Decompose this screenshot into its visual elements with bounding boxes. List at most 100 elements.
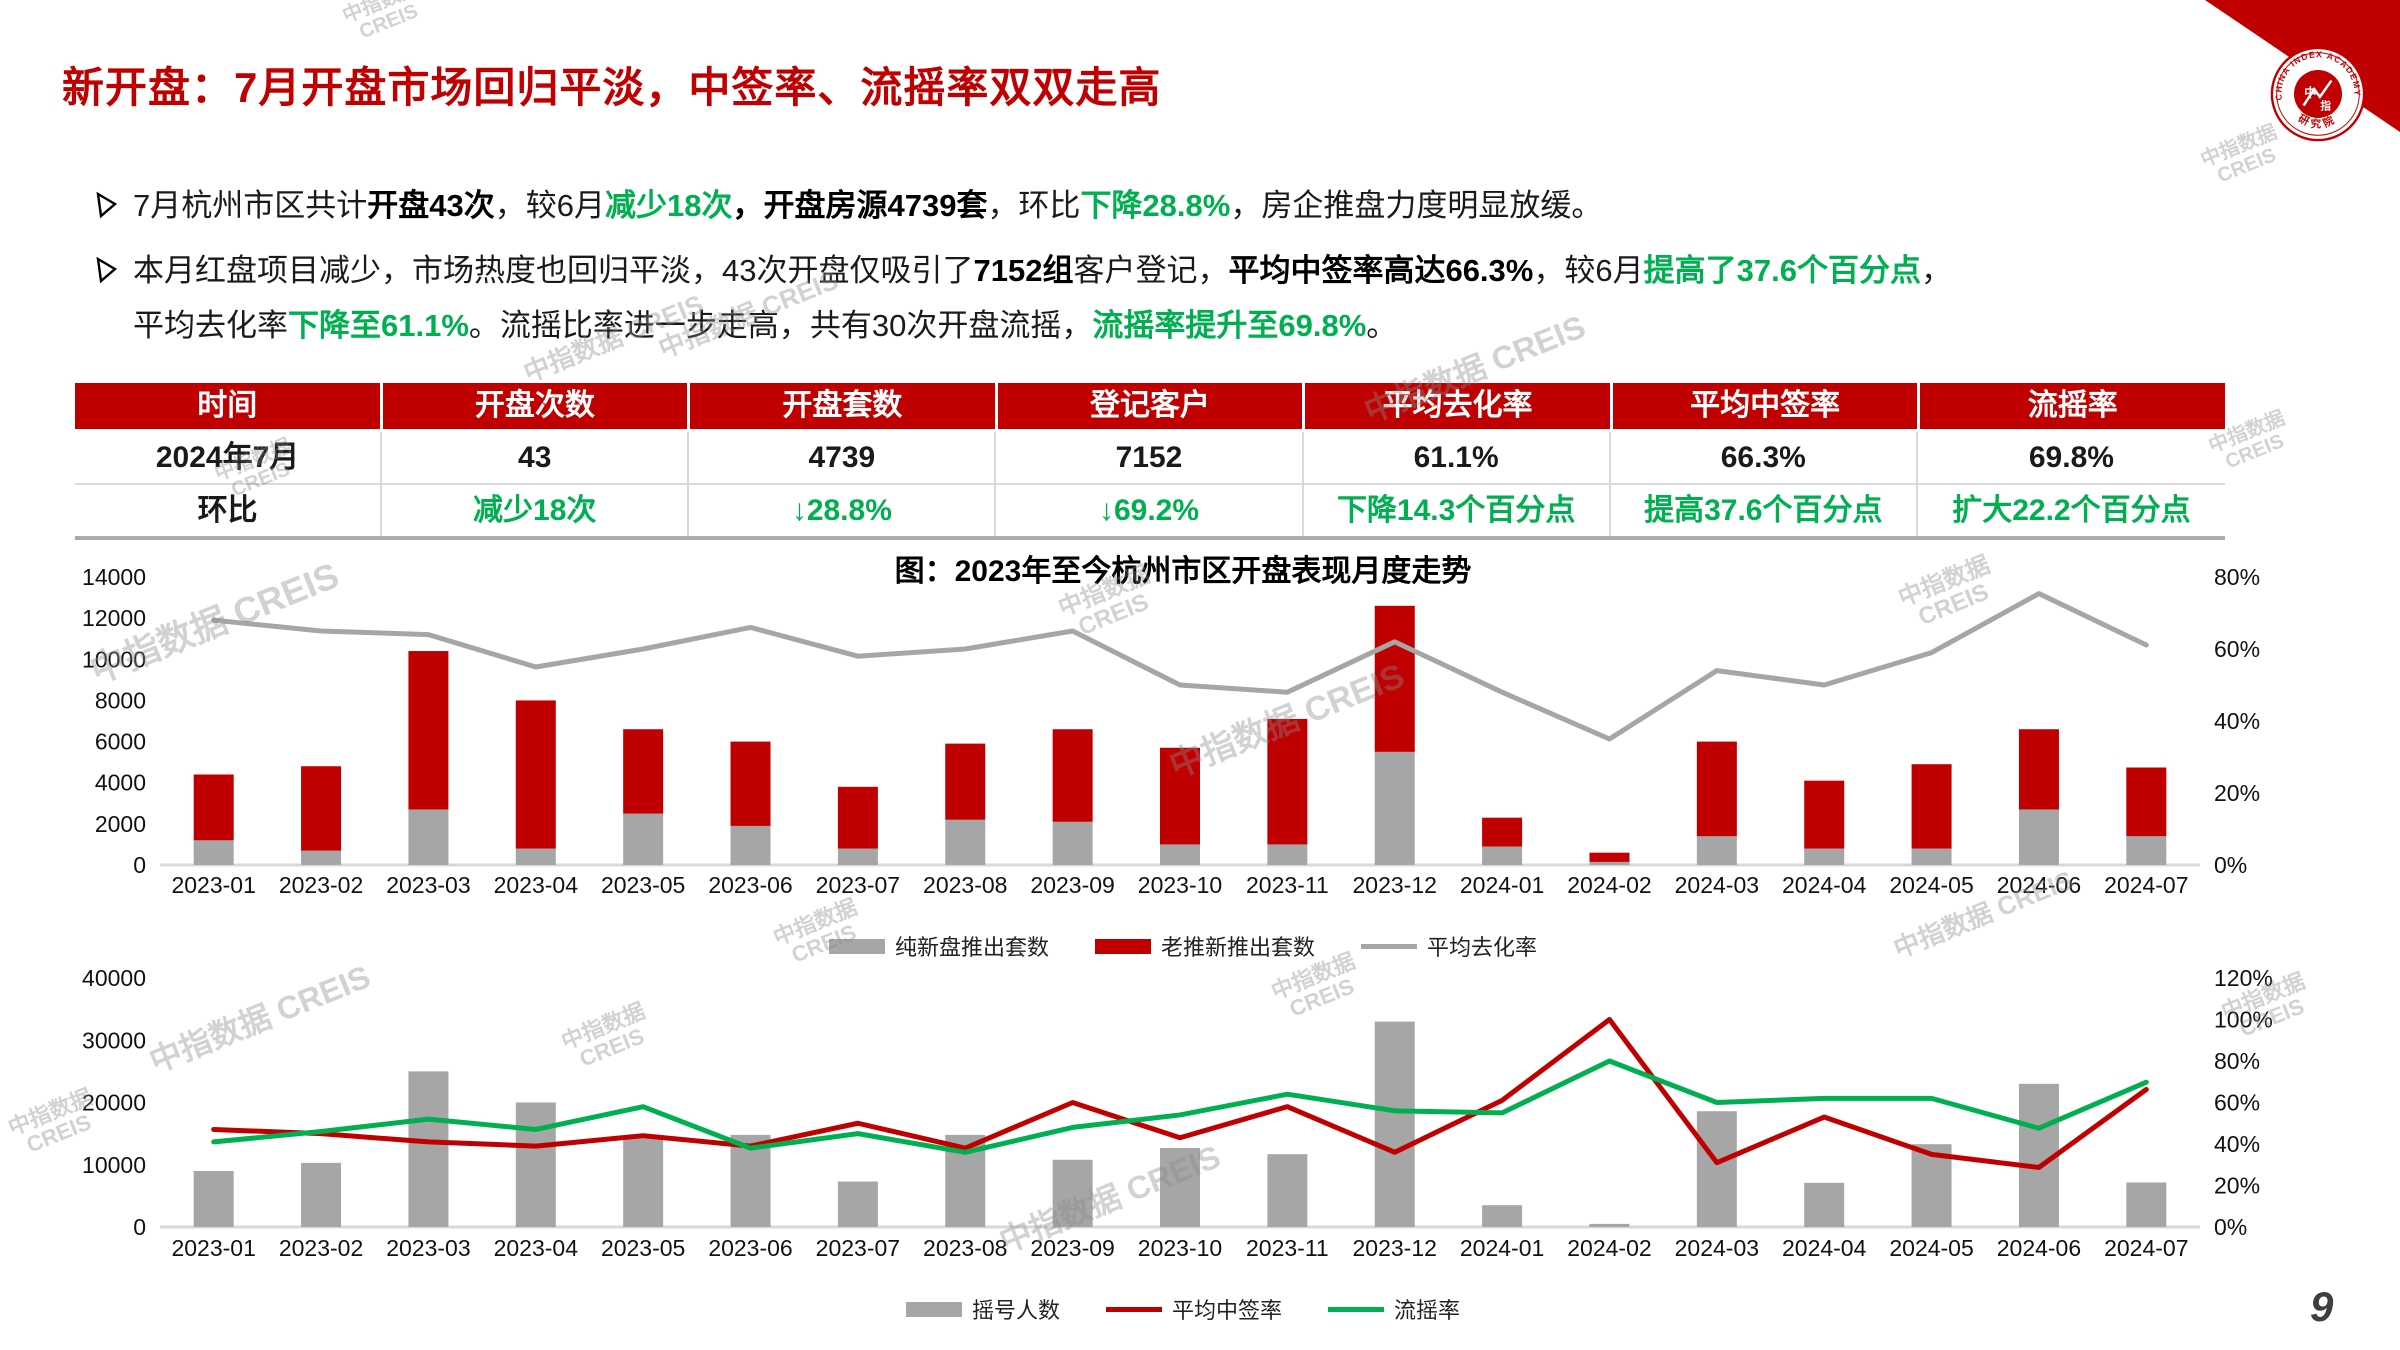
text-segment-bold: 平均中签率高达66.3% — [1228, 253, 1534, 288]
x-axis-label: 2023-05 — [601, 872, 685, 898]
text-segment: 。 — [1366, 308, 1398, 343]
bar-老推新推出套数-2024-05 — [1911, 764, 1952, 849]
line-平均中签率 — [211, 1017, 2149, 1170]
bullet-item: 本月红盘项目减少，市场热度也回归平淡，43次开盘仅吸引了7152组客户登记，平均… — [95, 243, 2285, 353]
bar-摇号人数-2023-12 — [1374, 1021, 1415, 1227]
bullet-arrow-icon — [95, 178, 121, 224]
text-segment: ，较6月 — [494, 188, 605, 223]
legend-swatch-line — [1361, 943, 1417, 949]
x-axis-label: 2023-02 — [279, 872, 363, 898]
bullet-text: 7月杭州市区共计开盘43次，较6月减少18次，开盘房源4739套，环比下降28.… — [133, 178, 1602, 233]
x-axis-label: 2023-05 — [601, 1235, 685, 1261]
bullet-text: 本月红盘项目减少，市场热度也回归平淡，43次开盘仅吸引了7152组客户登记，平均… — [133, 243, 1952, 353]
bar-纯新盘推出套数-2023-10 — [1160, 844, 1200, 865]
bar-老推新推出套数-2023-09 — [1052, 729, 1093, 822]
bar-老推新推出套数-2023-04 — [515, 700, 556, 849]
x-axis-label: 2023-10 — [1138, 1235, 1222, 1261]
legend-item: 摇号人数 — [905, 1293, 1060, 1325]
legend-item: 流摇率 — [1328, 1293, 1460, 1325]
y2-axis-tick-label: 80% — [2214, 1048, 2260, 1074]
y-axis-tick-label: 6000 — [95, 729, 146, 755]
y-axis-tick-label: 40000 — [82, 965, 146, 991]
x-axis-label: 2023-01 — [171, 872, 255, 898]
bar-老推新推出套数-2023-11 — [1267, 718, 1308, 845]
y2-axis-tick-label: 40% — [2214, 1131, 2260, 1157]
x-axis-label: 2024-03 — [1675, 872, 1759, 898]
chart-title: 图：2023年至今杭州市区开盘表现月度走势 — [894, 555, 1472, 588]
bar-老推新推出套数-2023-03 — [408, 651, 449, 810]
bar-纯新盘推出套数-2023-03 — [408, 809, 449, 865]
openings-trend-chart: 0 2000 4000 6000 8000 10000 12000 14000 0% 20% 40%… — [82, 564, 2260, 898]
page-number: 9 — [2310, 1283, 2334, 1330]
bar-纯新盘推出套数-2023-11 — [1267, 844, 1308, 865]
x-axis-label: 2024-01 — [1460, 872, 1544, 898]
page-title: 新开盘：7月开盘市场回归平淡，中签率、流摇率双双走高 — [62, 64, 1162, 112]
bar-老推新推出套数-2023-02 — [301, 766, 342, 851]
legend-label: 老推新推出套数 — [1160, 935, 1315, 960]
seal-inner-ring — [2276, 52, 2360, 136]
text-segment-green: 减少18次 — [604, 188, 733, 223]
bar-摇号人数-2024-04 — [1804, 1182, 1845, 1227]
bar-老推新推出套数-2024-06 — [2018, 729, 2059, 810]
bar-老推新推出套数-2023-12 — [1374, 605, 1415, 752]
legend-label: 平均中签率 — [1171, 1298, 1282, 1323]
y-axis-tick-label: 0 — [133, 852, 146, 878]
x-axis-label: 2024-01 — [1460, 1235, 1544, 1261]
x-axis-label: 2024-03 — [1675, 1235, 1759, 1261]
text-segment: ，房企推盘力度明显放缓。 — [1230, 188, 1603, 223]
legend-label: 流摇率 — [1394, 1298, 1461, 1323]
text-segment-bold: ， — [732, 188, 764, 223]
line-流摇率 — [211, 1058, 2149, 1155]
x-axis-label: 2023-03 — [386, 1235, 470, 1261]
y2-axis-tick-label: 20% — [2214, 780, 2260, 806]
y2-axis-tick-label: 0% — [2214, 1214, 2247, 1240]
table-cell: 66.3% — [1610, 432, 1918, 485]
table-row: 环比 减少18次 ↓28.8% ↓69.2% 下降14.3个百分点 提高37.6… — [75, 485, 2225, 536]
bar-纯新盘推出套数-2023-06 — [730, 825, 771, 865]
text-segment-bold: 开盘房源4739套 — [763, 188, 988, 223]
bar-纯新盘推出套数-2024-06 — [2018, 809, 2059, 865]
bar-摇号人数-2024-07 — [2126, 1182, 2167, 1227]
y2-axis-tick-label: 60% — [2214, 636, 2260, 662]
bar-摇号人数-2023-11 — [1267, 1154, 1308, 1227]
y-axis-tick-label: 0 — [133, 1214, 146, 1240]
bar-老推新推出套数-2024-07 — [2126, 767, 2167, 837]
x-axis-label: 2023-12 — [1353, 872, 1437, 898]
table-cell: 2024年7月 — [75, 432, 383, 485]
summary-table: 时间 开盘次数 开盘套数 登记客户 平均去化率 平均中签率 流摇率 2024年7… — [75, 383, 2225, 540]
y-axis-tick-label: 20000 — [82, 1090, 146, 1116]
text-segment: ，较6月 — [1533, 253, 1644, 288]
seal-char-zhi: 指 — [2320, 99, 2331, 112]
bar-老推新推出套数-2023-10 — [1160, 747, 1200, 845]
legend-label: 摇号人数 — [971, 1298, 1060, 1323]
text-segment-bold: 7152组 — [973, 253, 1074, 288]
legend-swatch-bar — [1094, 938, 1151, 954]
x-axis-label: 2024-05 — [1889, 872, 1973, 898]
bar-纯新盘推出套数-2023-01 — [193, 840, 234, 865]
table-cell: 环比 — [75, 485, 383, 536]
x-axis-label: 2023-12 — [1353, 1235, 1437, 1261]
x-axis-label: 2024-06 — [1997, 1235, 2081, 1261]
line-平均去化率 — [211, 591, 2149, 742]
y-axis-tick-label: 30000 — [82, 1027, 146, 1053]
legend-swatch-bar — [905, 1301, 962, 1317]
text-segment-green: 提高了37.6个百分点 — [1643, 253, 1921, 288]
bar-摇号人数-2023-04 — [515, 1102, 556, 1227]
table-cell: 43 — [382, 432, 690, 485]
x-axis-label: 2023-04 — [494, 872, 579, 898]
table-header-cell: 时间 — [75, 383, 380, 429]
table-cell: 减少18次 — [382, 485, 690, 536]
y2-axis-tick-label: 40% — [2214, 708, 2260, 734]
bullet-arrow-icon — [95, 243, 121, 289]
x-axis-label: 2023-07 — [816, 1235, 900, 1261]
bullet-item: 7月杭州市区共计开盘43次，较6月减少18次，开盘房源4739套，环比下降28.… — [95, 178, 2285, 233]
seal-char-zhong: 中 — [2304, 85, 2316, 100]
bar-老推新推出套数-2024-04 — [1804, 780, 1845, 849]
x-axis-label: 2023-09 — [1030, 872, 1114, 898]
legend-label: 平均去化率 — [1427, 935, 1538, 960]
bar-纯新盘推出套数-2024-02 — [1589, 861, 1630, 865]
y2-axis-tick-label: 0% — [2214, 852, 2247, 878]
bar-摇号人数-2024-03 — [1696, 1111, 1737, 1227]
x-axis-label: 2023-11 — [1246, 1235, 1329, 1261]
bar-老推新推出套数-2024-03 — [1696, 741, 1737, 837]
